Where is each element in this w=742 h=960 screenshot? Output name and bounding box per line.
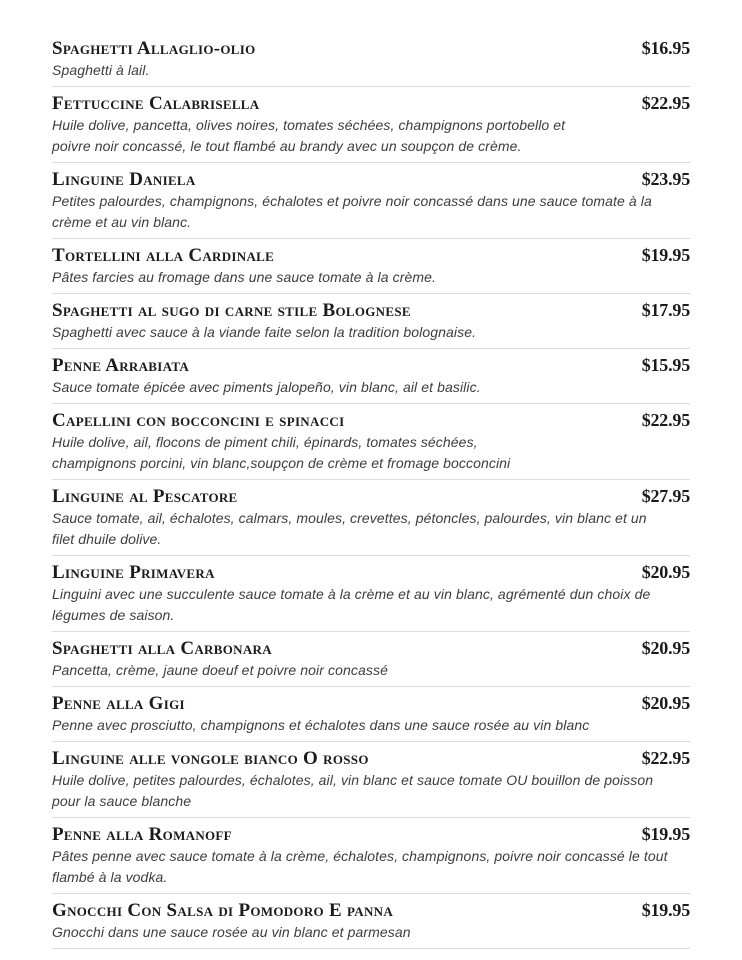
item-price: $22.95 (641, 748, 691, 768)
item-description: Sauce tomate épicée avec piments jalopeñ… (52, 379, 481, 395)
item-name: Linguine Daniela (52, 169, 196, 190)
item-name: Linguine Primavera (52, 562, 215, 583)
menu-item-header: Linguine Daniela $23.95 (52, 169, 690, 190)
item-description: Spaghetti avec sauce à la viande faite s… (52, 324, 477, 340)
item-price: $15.95 (641, 355, 691, 375)
item-description: Huile dolive, petites palourdes, échalot… (52, 772, 654, 809)
menu-item-header: Tortellini alla Cardinale $19.95 (52, 245, 690, 266)
item-name: Penne alla Gigi (52, 693, 185, 714)
menu-item-header: Penne alla Gigi $20.95 (52, 693, 690, 714)
menu-list: Spaghetti Allaglio-olio $16.95 Spaghetti… (52, 32, 690, 949)
menu-item: Spaghetti alla Carbonara $20.95 Pancetta… (52, 632, 690, 687)
item-price: $20.95 (641, 693, 691, 713)
item-description: Sauce tomate, ail, échalotes, calmars, m… (52, 510, 647, 547)
menu-item-header: Spaghetti Allaglio-olio $16.95 (52, 38, 690, 59)
item-description: Pancetta, crème, jaune doeuf et poivre n… (52, 662, 388, 678)
menu-item-header: Linguine Primavera $20.95 (52, 562, 690, 583)
menu-item-header: Spaghetti alla Carbonara $20.95 (52, 638, 690, 659)
menu-item: Spaghetti Allaglio-olio $16.95 Spaghetti… (52, 32, 690, 87)
menu-item: Fettuccine Calabrisella $22.95 Huile dol… (52, 87, 690, 163)
menu-item: Linguine al Pescatore $27.95 Sauce tomat… (52, 480, 690, 556)
item-price: $19.95 (641, 824, 691, 844)
menu-item: Spaghetti al sugo di carne stile Bologne… (52, 294, 690, 349)
menu-item: Capellini con bocconcini e spinacci $22.… (52, 404, 690, 480)
menu-item: Penne alla Gigi $20.95 Penne avec prosci… (52, 687, 690, 742)
menu-item-header: Fettuccine Calabrisella $22.95 (52, 93, 690, 114)
item-name: Linguine alle vongole bianco O rosso (52, 748, 369, 769)
item-description: Penne avec prosciutto, champignons et éc… (52, 717, 590, 733)
menu-item-header: Linguine alle vongole bianco O rosso $22… (52, 748, 690, 769)
item-price: $27.95 (641, 486, 691, 506)
menu-item-header: Gnocchi Con Salsa di Pomodoro E panna $1… (52, 900, 690, 921)
item-description: Petites palourdes, champignons, échalote… (52, 193, 652, 230)
item-name: Penne Arrabiata (52, 355, 190, 376)
item-name: Tortellini alla Cardinale (52, 245, 275, 266)
item-description: Pâtes penne avec sauce tomate à la crème… (52, 848, 668, 885)
menu-item-header: Capellini con bocconcini e spinacci $22.… (52, 410, 690, 431)
menu-item: Penne alla Romanoff $19.95 Pâtes penne a… (52, 818, 690, 894)
item-name: Spaghetti alla Carbonara (52, 638, 272, 659)
menu-item: Linguine Primavera $20.95 Linguini avec … (52, 556, 690, 632)
item-price: $20.95 (641, 638, 691, 658)
item-description: Huile dolive, pancetta, olives noires, t… (52, 117, 566, 154)
item-name: Penne alla Romanoff (52, 824, 232, 845)
item-price: $22.95 (641, 410, 691, 430)
item-price: $19.95 (641, 900, 691, 920)
item-name: Capellini con bocconcini e spinacci (52, 410, 345, 431)
item-description: Huile dolive, ail, flocons de piment chi… (52, 434, 511, 471)
menu-item: Linguine alle vongole bianco O rosso $22… (52, 742, 690, 818)
item-price: $22.95 (641, 93, 691, 113)
item-description: Spaghetti à lail. (52, 62, 150, 78)
menu-item: Penne Arrabiata $15.95 Sauce tomate épic… (52, 349, 690, 404)
menu-item-header: Penne Arrabiata $15.95 (52, 355, 690, 376)
menu-item-header: Linguine al Pescatore $27.95 (52, 486, 690, 507)
item-name: Linguine al Pescatore (52, 486, 238, 507)
item-price: $19.95 (641, 245, 691, 265)
item-price: $20.95 (641, 562, 691, 582)
item-description: Gnocchi dans une sauce rosée au vin blan… (52, 924, 411, 940)
item-name: Spaghetti Allaglio-olio (52, 38, 256, 59)
item-name: Gnocchi Con Salsa di Pomodoro E panna (52, 900, 394, 921)
menu-item: Linguine Daniela $23.95 Petites palourde… (52, 163, 690, 239)
item-price: $16.95 (641, 38, 691, 58)
menu-item-header: Penne alla Romanoff $19.95 (52, 824, 690, 845)
menu-item: Tortellini alla Cardinale $19.95 Pâtes f… (52, 239, 690, 294)
menu-item-header: Spaghetti al sugo di carne stile Bologne… (52, 300, 690, 321)
item-price: $17.95 (641, 300, 691, 320)
item-description: Pâtes farcies au fromage dans une sauce … (52, 269, 437, 285)
menu-item: Gnocchi Con Salsa di Pomodoro E panna $1… (52, 894, 690, 949)
item-description: Linguini avec une succulente sauce tomat… (52, 586, 651, 623)
item-price: $23.95 (641, 169, 691, 189)
item-name: Spaghetti al sugo di carne stile Bologne… (52, 300, 411, 321)
item-name: Fettuccine Calabrisella (52, 93, 260, 114)
